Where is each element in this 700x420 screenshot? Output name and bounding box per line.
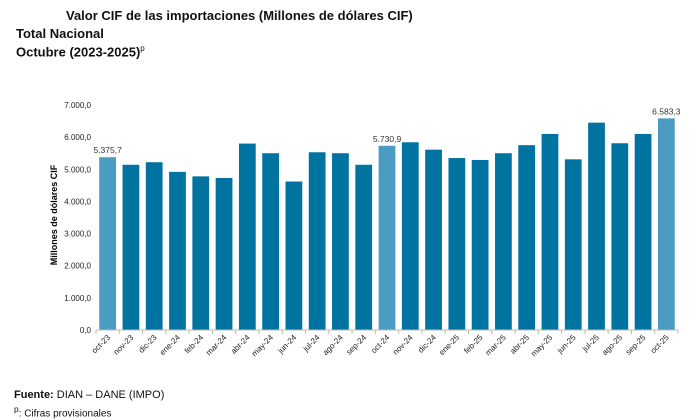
x-tick-label: ago-25: [600, 333, 624, 357]
y-tick-label: 4.000,0: [64, 197, 91, 206]
x-tick-label: jul-24: [301, 333, 322, 354]
x-tick-label: abr-25: [508, 333, 531, 356]
x-tick-label: oct-23: [90, 333, 112, 355]
bar-dic-24: [425, 149, 442, 330]
x-tick-label: mar-24: [204, 333, 229, 358]
y-axis-label: Millones de dólares CIF: [49, 164, 59, 265]
y-tick-label: 2.000,0: [64, 262, 91, 271]
x-tick-label: sep-24: [344, 333, 368, 357]
x-tick-label: feb-24: [183, 333, 206, 356]
x-tick-label: oct-24: [369, 333, 391, 355]
bar-oct-25: [657, 118, 675, 331]
bar-oct-24: [378, 145, 396, 330]
period-text: Octubre (2023-2025): [16, 44, 141, 60]
bar-feb-25: [471, 159, 489, 330]
note-text: : Cifras provisionales: [18, 408, 112, 420]
bar-sep-24: [355, 164, 373, 330]
bar-sep-25: [634, 133, 652, 330]
x-tick-label: jun-25: [555, 333, 578, 356]
provisional-note: p: Cifras provisionales: [14, 404, 111, 419]
bar-abr-24: [238, 143, 256, 330]
bar-may-25: [541, 133, 559, 330]
bar-nov-23: [122, 164, 140, 330]
x-tick-label: dic-24: [416, 333, 438, 355]
bar-feb-24: [192, 176, 210, 330]
chart-subtitle-period: Octubre (2023-2025)p: [16, 44, 145, 59]
x-tick-label: mar-25: [484, 333, 509, 358]
x-tick-label: nov-24: [391, 333, 415, 357]
x-tick-label: dic-23: [137, 333, 159, 355]
y-tick-label: 1.000,0: [64, 294, 91, 303]
x-tick-label: jul-25: [580, 333, 601, 354]
source-label: Fuente:: [14, 389, 54, 401]
note-mark: p: [14, 404, 19, 414]
bar-abr-25: [518, 145, 536, 330]
bar-jun-24: [285, 181, 303, 330]
x-tick-label: ene-25: [437, 333, 461, 357]
x-tick-label: feb-25: [462, 333, 485, 356]
bar-ene-24: [169, 171, 186, 330]
provisional-mark: p: [140, 44, 145, 53]
bar-nov-24: [401, 142, 419, 330]
bar-jul-25: [588, 122, 605, 330]
bar-ago-25: [611, 143, 629, 330]
bar-mar-24: [215, 177, 233, 330]
bar-ago-24: [332, 153, 349, 330]
chart-subtitle-region: Total Nacional: [16, 26, 104, 41]
y-tick-label: 3.000,0: [64, 230, 91, 239]
y-tick-label: 0,0: [80, 326, 92, 335]
x-tick-label: may-24: [250, 333, 276, 359]
bar-dic-23: [145, 162, 163, 330]
x-tick-label: abr-24: [229, 333, 252, 356]
x-tick-label: jun-24: [275, 333, 298, 356]
source-text: DIAN – DANE (IMPO): [53, 389, 165, 401]
x-tick-label: nov-23: [112, 333, 136, 357]
bar-may-24: [262, 153, 279, 330]
bar-jun-25: [564, 159, 582, 330]
x-tick-label: may-25: [529, 333, 555, 359]
chart-title: Valor CIF de las importaciones (Millones…: [66, 8, 413, 23]
y-tick-label: 7.000,0: [64, 101, 91, 110]
bar-jul-24: [308, 152, 326, 330]
y-tick-label: 6.000,0: [64, 133, 91, 142]
bar-ene-25: [448, 158, 466, 330]
x-tick-label: ene-24: [158, 333, 182, 357]
data-label: 5.730,9: [373, 134, 402, 144]
data-label: 5.375,7: [93, 145, 122, 155]
x-tick-label: sep-25: [624, 333, 648, 357]
data-label: 6.583,3: [652, 106, 681, 116]
source-note: Fuente: DIAN – DANE (IMPO): [14, 389, 164, 401]
bar-oct-23: [99, 157, 117, 330]
bar-chart: Millones de dólares CIF 0,0 1.000,0 2.000,…: [49, 101, 681, 359]
x-tick-label: ago-24: [321, 333, 345, 357]
bar-mar-25: [495, 153, 512, 330]
y-tick-label: 5.000,0: [64, 165, 91, 174]
x-tick-label: oct-25: [649, 333, 671, 355]
